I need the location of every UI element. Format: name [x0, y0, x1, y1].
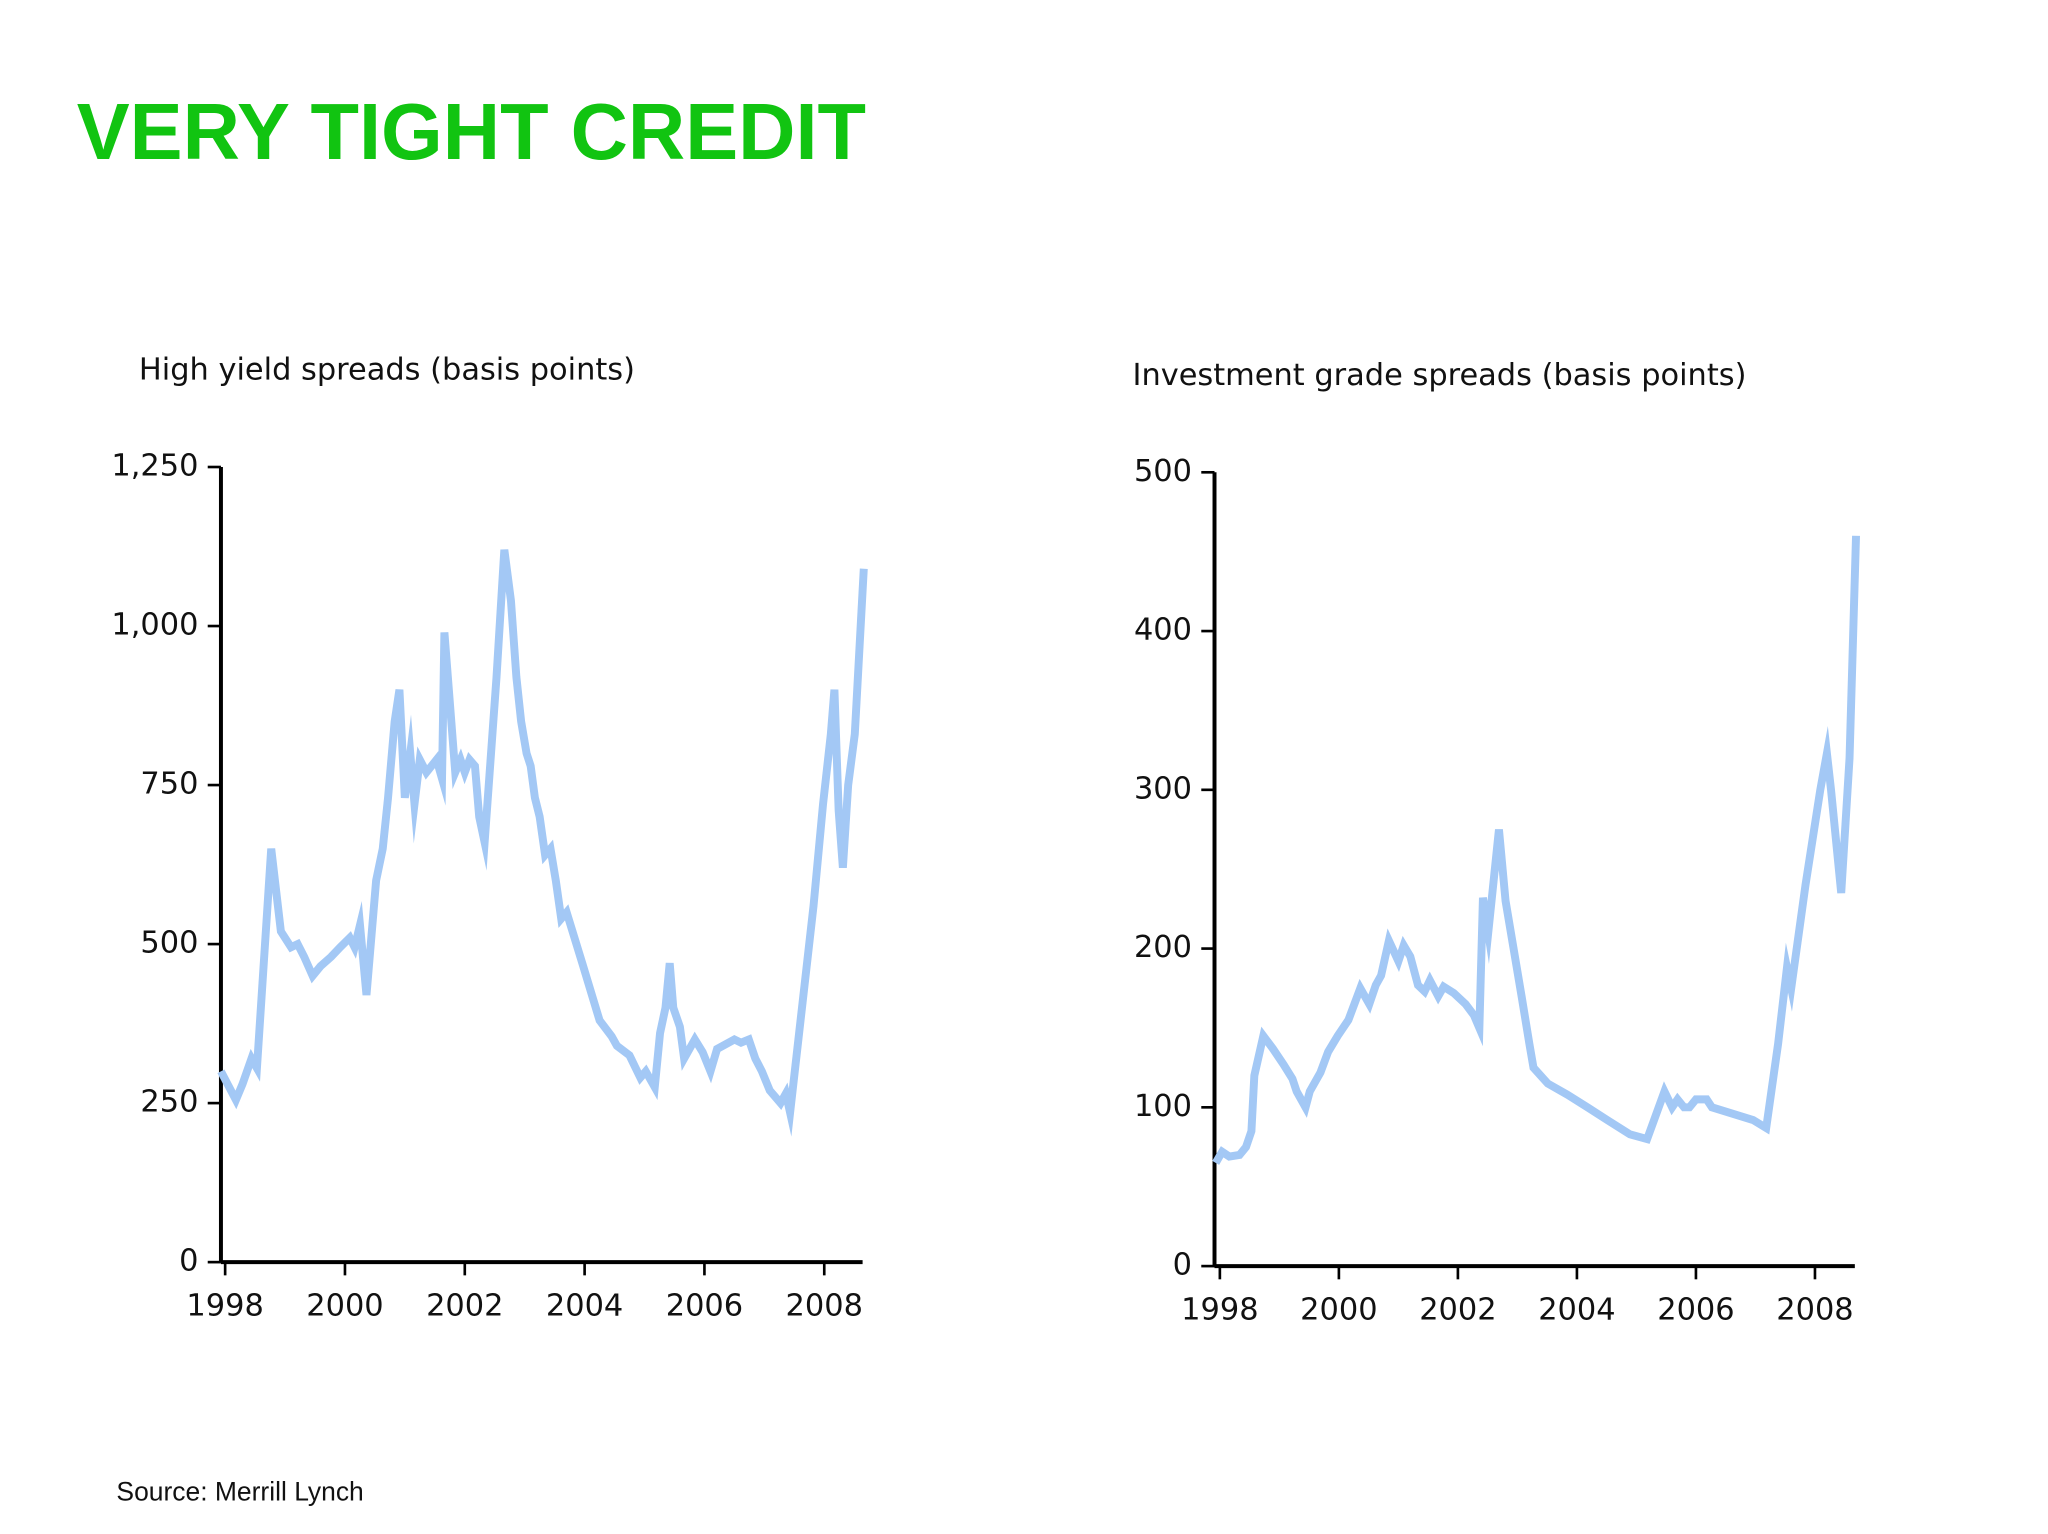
chart-title: High yield spreads (basis points)	[139, 353, 635, 388]
x-tick-label: 2008	[786, 1289, 863, 1324]
y-tick-label: 100	[1134, 1089, 1192, 1124]
source-note: Source: Merrill Lynch	[116, 1476, 363, 1506]
x-tick-label: 1998	[1181, 1293, 1258, 1328]
spread-line	[217, 549, 868, 1137]
y-tick-label: 1,000	[111, 608, 198, 643]
x-tick-label: 2004	[546, 1289, 623, 1324]
y-tick-label: 1,250	[111, 449, 198, 484]
x-tick-label: 2006	[1657, 1293, 1734, 1328]
y-tick-label: 0	[1173, 1248, 1192, 1283]
y-tick-label: 200	[1134, 930, 1192, 965]
y-tick-label: 400	[1134, 613, 1192, 648]
x-tick-label: 2000	[1300, 1293, 1377, 1328]
y-tick-label: 300	[1134, 771, 1192, 806]
x-tick-label: 2004	[1538, 1293, 1615, 1328]
x-tick-label: 2002	[426, 1289, 503, 1324]
slide-title: VERY TIGHT CREDIT	[77, 87, 866, 176]
x-tick-label: 1998	[186, 1289, 263, 1324]
y-tick-label: 500	[1134, 454, 1192, 489]
y-tick-label: 250	[140, 1085, 198, 1120]
spread-line	[1212, 535, 1860, 1165]
y-tick-label: 750	[140, 767, 198, 802]
x-tick-label: 2008	[1776, 1293, 1853, 1328]
y-tick-label: 500	[140, 926, 198, 961]
y-tick-label: 0	[179, 1244, 198, 1279]
chart-title: Investment grade spreads (basis points)	[1132, 358, 1746, 393]
x-tick-label: 2000	[306, 1289, 383, 1324]
x-tick-label: 2002	[1419, 1293, 1496, 1328]
x-tick-label: 2006	[666, 1289, 743, 1324]
